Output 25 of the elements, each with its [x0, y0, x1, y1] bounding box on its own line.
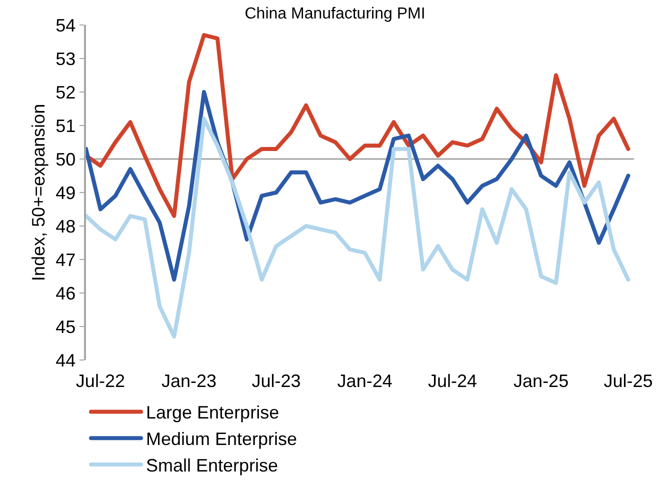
y-tick-label: 44	[56, 350, 76, 370]
y-tick-label: 48	[56, 216, 76, 236]
y-tick-label: 52	[56, 82, 76, 102]
x-tick-label: Jan-24	[337, 371, 392, 391]
line-series	[86, 116, 630, 339]
x-tick-label: Jul-25	[604, 371, 653, 391]
x-tick-label: Jul-24	[428, 371, 477, 391]
y-tick-label: 51	[56, 116, 76, 136]
x-tick-label: Jan-25	[514, 371, 569, 391]
legend-label: Medium Enterprise	[146, 429, 298, 450]
y-tick-label: 49	[56, 182, 76, 203]
x-tick-label: Jul-22	[76, 371, 125, 391]
y-tick-label: 54	[56, 15, 76, 36]
legend-label: Small Enterprise	[146, 456, 278, 476]
x-tick-label: Jul-23	[252, 371, 301, 391]
chart-title: China Manufacturing PMI	[244, 6, 426, 23]
y-axis-title: Index, 50+=expansion	[28, 104, 48, 282]
y-tick-label: 46	[56, 283, 76, 304]
line-series	[86, 90, 630, 282]
legend-label: Large Enterprise	[146, 402, 280, 423]
y-tick-label: 53	[56, 48, 76, 69]
x-tick-label: Jan-23	[162, 371, 217, 391]
y-tick-label: 45	[56, 316, 76, 337]
y-tick-label: 50	[56, 149, 76, 170]
y-tick-label: 47	[56, 250, 76, 270]
